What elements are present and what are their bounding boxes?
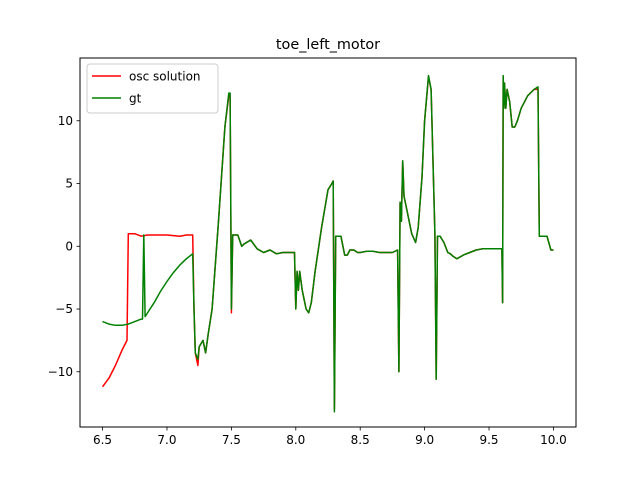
x-tick-label: 7.5 <box>222 433 241 447</box>
y-tick-label: 0 <box>65 239 73 253</box>
x-tick-label: 8.5 <box>351 433 370 447</box>
y-tick-label: −5 <box>55 302 73 316</box>
x-tick-label: 9.0 <box>415 433 434 447</box>
x-tick-label: 8.0 <box>286 433 305 447</box>
x-tick-label: 10.0 <box>540 433 567 447</box>
x-axis: 6.5 7.0 7.5 8.0 8.5 9.0 9.5 10.0 <box>93 427 567 447</box>
x-tick-label: 7.0 <box>157 433 176 447</box>
y-tick-label: 5 <box>65 177 73 191</box>
series-line-gt <box>102 74 554 413</box>
x-tick-label: 6.5 <box>93 433 112 447</box>
y-axis: −10 −5 0 5 10 <box>48 114 80 379</box>
chart-title: toe_left_motor <box>276 37 380 53</box>
x-tick-label: 9.5 <box>479 433 498 447</box>
y-tick-label: 10 <box>58 114 73 128</box>
plot-area <box>101 74 554 413</box>
legend: osc solution gt <box>86 63 219 114</box>
axes-frame <box>79 57 577 428</box>
legend-label-osc-solution: osc solution <box>129 70 201 84</box>
legend-label-gt: gt <box>129 92 142 106</box>
y-tick-label: −10 <box>48 365 73 379</box>
